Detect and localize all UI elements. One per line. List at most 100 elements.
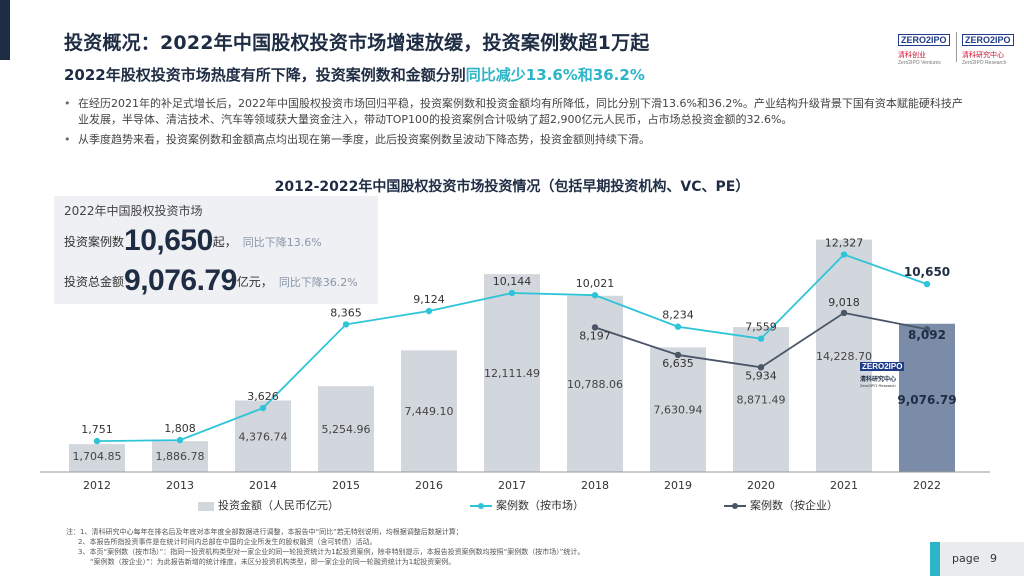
bar-2019 (650, 347, 706, 472)
market-value-label: 10,021 (576, 277, 615, 290)
x-tick-label: 2020 (747, 479, 775, 492)
footnote-line: 2、本报告所指投资事件是在统计时间内总部在中国的企业所发生的股权融资（含可转债）… (78, 538, 377, 546)
chart-title: 2012-2022年中国股权投资市场投资情况（包括早期投资机构、VC、PE） (274, 179, 750, 195)
bar-value-label: 5,254.96 (322, 423, 371, 436)
kpi-cases-unit: 起， (212, 235, 237, 249)
kpi-cases-value: 10,650 (124, 224, 213, 257)
bullet-item: 从季度趋势来看，投资案例数和金额高点均出现在第一季度，此后投资案例数呈波动下降态… (64, 132, 964, 148)
market-value-label: 3,626 (247, 390, 279, 403)
x-tick-label: 2012 (83, 479, 111, 492)
legend-market-swatch (470, 503, 492, 509)
kpi-cases-row: 投资案例数10,650起， 同比下降13.6% (64, 224, 322, 258)
bar-2020 (733, 327, 789, 472)
market-value-label: 8,365 (330, 306, 362, 319)
summary-bullets: 在经历2021年的补足式增长后，2022年中国股权投资市场回归平稳，投资案例数和… (64, 96, 964, 152)
left-accent-bar (0, 0, 10, 60)
x-tick-label: 2016 (415, 479, 443, 492)
enterprise-value-label: 9,018 (828, 296, 860, 309)
footer-accent (930, 542, 940, 576)
legend-bar: 投资金额（人民币亿元） (198, 497, 339, 513)
kpi-amount-value: 9,076.79 (124, 264, 237, 297)
bar-2015 (318, 386, 374, 472)
x-tick-label: 2013 (166, 479, 194, 492)
kpi-amount-row: 投资总金额9,076.79亿元， 同比下降36.2% (64, 264, 358, 298)
logo-mark: ZERO2IPO (898, 34, 950, 46)
bar-value-label: 12,111.49 (484, 367, 540, 380)
enterprise-value-label: 6,635 (662, 357, 694, 370)
brand-logos: ZERO2IPO 清科创业 Zero2IPO Ventures ZERO2IPO… (898, 30, 1016, 66)
enterprise-point (923, 326, 931, 333)
bar-value-label: 4,376.74 (239, 430, 288, 443)
bar-2016 (401, 350, 457, 472)
bar-value-label: 7,449.10 (405, 405, 454, 418)
x-tick-label: 2015 (332, 479, 360, 492)
market-value-label: 9,124 (413, 293, 445, 306)
market-value-label: 8,234 (662, 309, 694, 322)
kpi-cases-change: 同比下降13.6% (242, 236, 322, 249)
market-point (923, 280, 931, 288)
bar-2017 (484, 274, 540, 472)
bar-2022 (899, 323, 955, 472)
enterprise-point (840, 309, 848, 317)
logo-cn: 清科创业 (898, 52, 926, 59)
footnote-line: 3、本页“案例数（按市场）”：指同一投资机构类型对一家企业的同一轮投资统计为1起… (78, 548, 585, 556)
bar-2012 (69, 444, 125, 472)
x-tick-label: 2022 (913, 479, 941, 492)
x-tick-label: 2021 (830, 479, 858, 492)
page-number: page 9 (952, 552, 997, 565)
legend-enterprise-swatch (724, 503, 746, 509)
legend-enterprise: 案例数（按企业） (724, 497, 838, 513)
market-value-label: 1,751 (81, 423, 113, 436)
bar-2013 (152, 441, 208, 472)
kpi-cases-label: 投资案例数 (64, 235, 125, 249)
bar-2014 (235, 400, 291, 472)
kpi-heading: 2022年中国股权投资市场 (64, 204, 203, 218)
market-point (259, 404, 267, 412)
legend-bar-swatch (198, 501, 214, 511)
market-point (674, 323, 682, 330)
legend-bar-label: 投资金额（人民币亿元） (218, 499, 339, 512)
bar-value-label: 1,704.85 (73, 450, 122, 463)
logo-mark: ZERO2IPO (962, 34, 1014, 46)
in-chart-logo-en: Zero2IPO Research (860, 383, 896, 388)
bar-value-label: 1,886.78 (156, 450, 205, 463)
enterprise-value-label: 8,092 (908, 328, 946, 342)
enterprise-point (757, 364, 765, 371)
enterprise-value-label: 5,934 (745, 369, 777, 382)
bar-value-label: 9,076.79 (897, 393, 956, 407)
x-tick-label: 2018 (581, 479, 609, 492)
market-point (93, 437, 101, 445)
market-value-label: 10,650 (904, 265, 950, 279)
market-value-label: 10,144 (493, 275, 532, 288)
market-point (425, 307, 433, 315)
logo-cn: 清科研究中心 (962, 52, 1004, 59)
market-point (176, 436, 184, 444)
in-chart-logo: ZERO2IPO 清科研究中心 Zero2IPO Research (860, 356, 910, 388)
enterprise-value-label: 8,197 (579, 329, 611, 342)
enterprise-point (591, 324, 599, 331)
kpi-panel: 2022年中国股权投资市场 投资案例数10,650起， 同比下降13.6% 投资总… (54, 196, 378, 304)
logo-en: Zero2IPO Ventures (898, 60, 941, 66)
market-value-label: 7,559 (745, 321, 777, 334)
subtitle-highlight: 同比减少13.6%和36.2% (465, 66, 645, 84)
market-point (757, 335, 765, 342)
market-point (591, 292, 599, 299)
enterprise-point (674, 351, 682, 359)
bullet-item: 在经历2021年的补足式增长后，2022年中国股权投资市场回归平稳，投资案例数和… (64, 96, 964, 128)
page-subtitle: 2022年股权投资市场热度有所下降，投资案例数和金额分别同比减少13.6%和36… (64, 64, 645, 85)
market-point (508, 289, 516, 297)
logo-en: Zero2IPO Research (962, 60, 1007, 66)
bar-value-label: 10,788.06 (567, 378, 623, 391)
legend-enterprise-label: 案例数（按企业） (750, 499, 838, 512)
logo-research: ZERO2IPO 清科研究中心 Zero2IPO Research (962, 30, 1014, 66)
market-value-label: 12,327 (825, 237, 864, 250)
kpi-amount-change: 同比下降36.2% (278, 276, 358, 289)
kpi-amount-unit: 亿元， (236, 275, 273, 289)
footnotes: 注：1、清科研究中心每年在排名后及年底对本年度全部数据进行调整，本报告中“同比”… (66, 527, 866, 567)
bar-value-label: 8,871.49 (737, 394, 786, 407)
page-number-value: 9 (989, 552, 997, 565)
market-point (342, 321, 350, 328)
kpi-amount-label: 投资总金额 (64, 275, 125, 289)
x-tick-label: 2019 (664, 479, 692, 492)
page-label: page (952, 552, 980, 565)
